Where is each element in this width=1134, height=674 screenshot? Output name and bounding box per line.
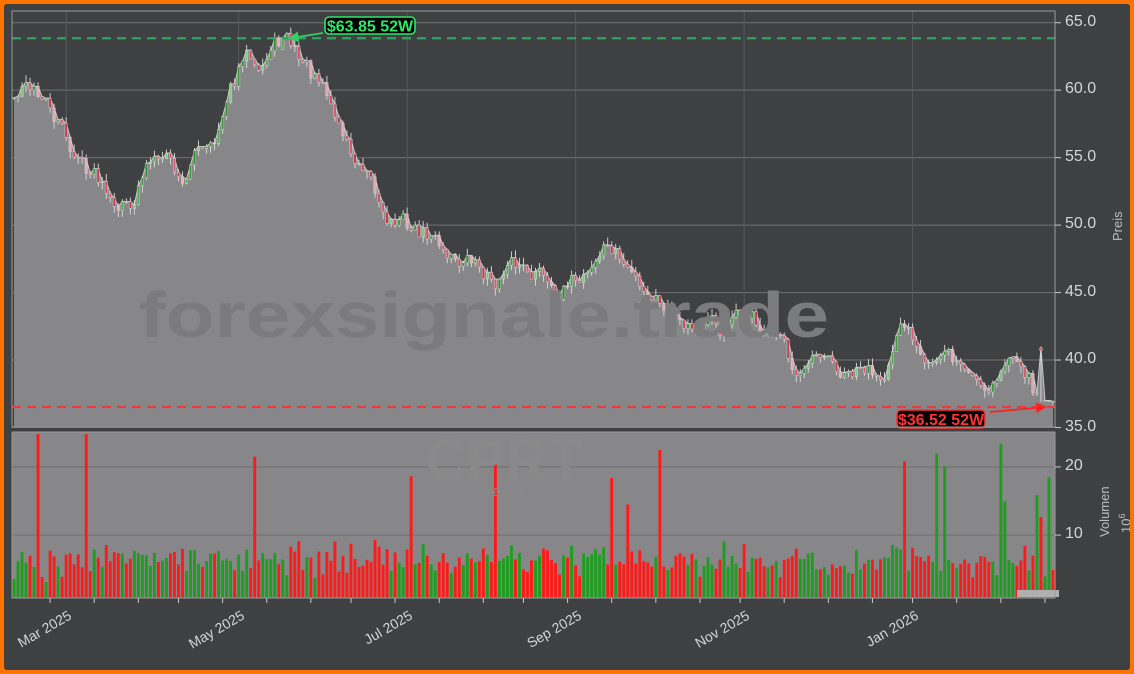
svg-text:forexsignale.trade: forexsignale.trade — [139, 279, 829, 351]
svg-text:Copart, Inc.: Copart, Inc. — [465, 483, 543, 500]
svg-text:$36.52 52W: $36.52 52W — [898, 412, 985, 429]
svg-text:$63.85 52W: $63.85 52W — [327, 19, 414, 36]
